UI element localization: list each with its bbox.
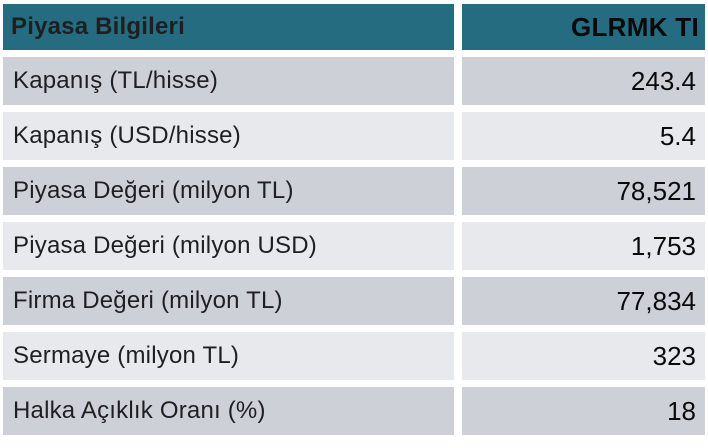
row-label-cell: Sermaye (milyon TL) <box>3 332 454 380</box>
row-label-cell: Halka Açıklık Oranı (%) <box>3 387 454 435</box>
table-row: Piyasa Değeri (milyon USD) 1,753 <box>3 222 705 270</box>
ticker-symbol: GLRMK TI <box>570 11 699 42</box>
row-value: 78,521 <box>616 175 696 206</box>
row-label-cell: Piyasa Değeri (milyon USD) <box>3 222 454 270</box>
row-value-cell: 18 <box>462 387 705 435</box>
row-value-cell: 78,521 <box>462 167 705 215</box>
row-value: 5.4 <box>659 120 696 151</box>
row-value-cell: 243.4 <box>462 57 705 105</box>
row-label: Kapanış (USD/hisse) <box>13 122 241 149</box>
row-label-cell: Kapanış (USD/hisse) <box>3 112 454 160</box>
table-row: Firma Değeri (milyon TL) 77,834 <box>3 277 705 325</box>
row-label: Piyasa Değeri (milyon TL) <box>13 177 294 204</box>
row-label: Piyasa Değeri (milyon USD) <box>13 232 317 259</box>
table-header-ticker-cell: GLRMK TI <box>462 4 705 50</box>
row-label-cell: Piyasa Değeri (milyon TL) <box>3 167 454 215</box>
row-label: Sermaye (milyon TL) <box>13 342 240 369</box>
row-label-cell: Firma Değeri (milyon TL) <box>3 277 454 325</box>
row-value: 243.4 <box>630 65 696 96</box>
table-header-title-cell: Piyasa Bilgileri <box>3 4 454 50</box>
row-label-cell: Kapanış (TL/hisse) <box>3 57 454 105</box>
table-row: Halka Açıklık Oranı (%) 18 <box>3 387 705 435</box>
table-row: Sermaye (milyon TL) 323 <box>3 332 705 380</box>
row-label: Kapanış (TL/hisse) <box>13 67 219 94</box>
row-value-cell: 323 <box>462 332 705 380</box>
market-info-table: Piyasa Bilgileri GLRMK TI Kapanış (TL/hi… <box>3 4 705 435</box>
row-value-cell: 1,753 <box>462 222 705 270</box>
row-value: 77,834 <box>616 285 696 316</box>
table-row: Piyasa Değeri (milyon TL) 78,521 <box>3 167 705 215</box>
table-row: Kapanış (TL/hisse) 243.4 <box>3 57 705 105</box>
row-label: Halka Açıklık Oranı (%) <box>13 397 266 424</box>
table-header-row: Piyasa Bilgileri GLRMK TI <box>3 4 705 50</box>
row-value: 323 <box>652 340 696 371</box>
row-value-cell: 5.4 <box>462 112 705 160</box>
row-value: 18 <box>667 395 696 426</box>
row-value: 1,753 <box>630 230 696 261</box>
row-label: Firma Değeri (milyon TL) <box>13 287 283 314</box>
table-title: Piyasa Bilgileri <box>11 13 185 40</box>
row-value-cell: 77,834 <box>462 277 705 325</box>
table-row: Kapanış (USD/hisse) 5.4 <box>3 112 705 160</box>
